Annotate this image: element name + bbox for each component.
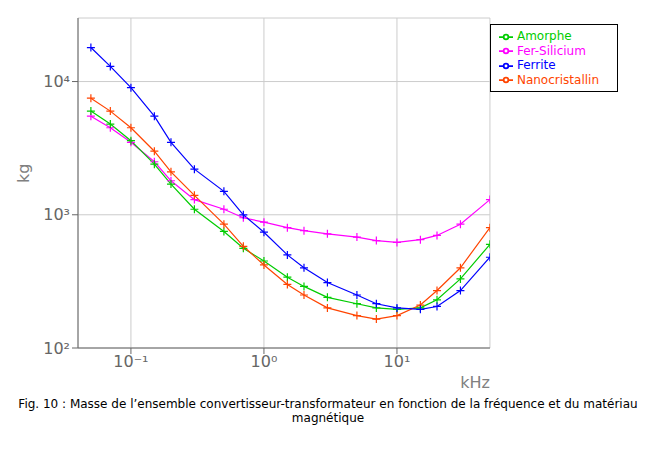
html-text:Fig. 10 : Masse de l’ensemble: Fig. 10 : Masse de l’ensemble convertiss… — [18, 397, 638, 425]
svg-text:10³: 10³ — [43, 205, 70, 224]
svg-text:10⁻¹: 10⁻¹ — [113, 352, 148, 371]
html-text:Nanocristallin: Nanocristallin — [516, 72, 599, 87]
html-text:Ferrite: Ferrite — [516, 58, 556, 72]
svg-text:10²: 10² — [43, 339, 70, 358]
svg-text:kHz: kHz — [460, 373, 490, 392]
svg-text:10¹: 10¹ — [384, 352, 411, 371]
svg-text:10⁴: 10⁴ — [43, 72, 70, 91]
html-text:Fer-Silicium: Fer-Silicium — [516, 43, 586, 58]
svg-text:kg: kg — [14, 164, 33, 183]
svg-text:10⁰: 10⁰ — [251, 352, 278, 371]
html-text:Amorphe: Amorphe — [516, 29, 572, 43]
